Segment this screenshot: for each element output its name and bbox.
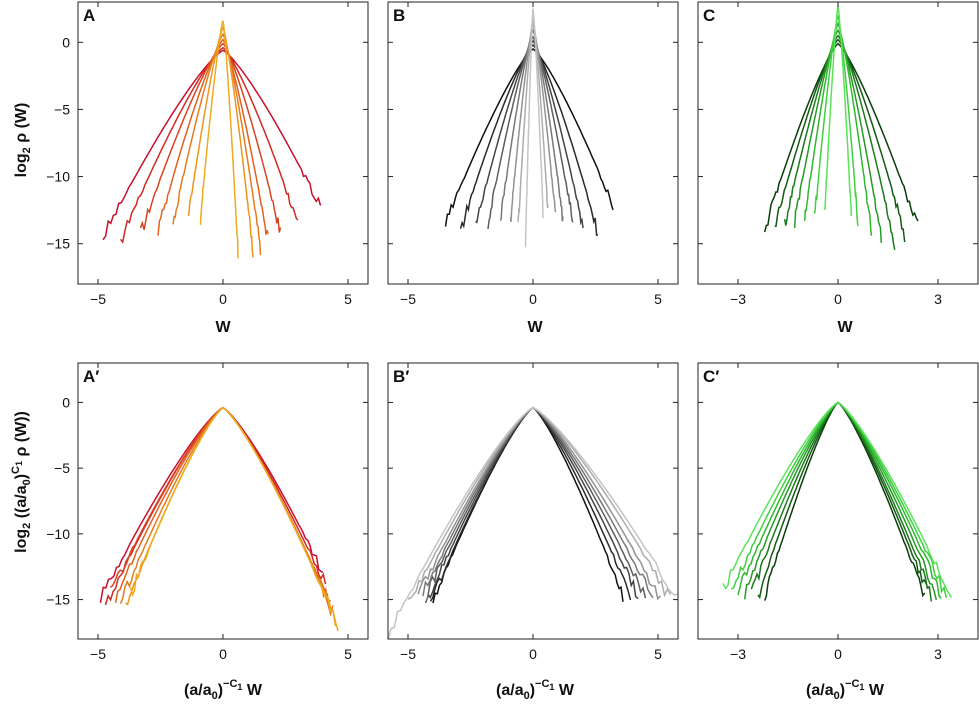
y-tick-label: −15 [46, 592, 70, 608]
series-line-3 [475, 39, 584, 229]
top-y-axis-label: log2 ρ (W) [13, 103, 33, 178]
y-tick-label: −10 [46, 169, 70, 185]
series-line-3 [109, 406, 329, 596]
y-tick-label: −5 [54, 101, 70, 117]
x-tick-label: 0 [834, 291, 842, 307]
x-tick-label: −5 [90, 291, 106, 307]
x-tick-label: −5 [90, 646, 106, 662]
series-line-2 [119, 46, 299, 244]
series-line-6 [417, 406, 662, 601]
x-tick-label: 0 [529, 646, 537, 662]
series-line-5 [803, 21, 873, 236]
series-line-4 [793, 28, 883, 243]
x-tick-label: 5 [344, 646, 352, 662]
series-line-7 [722, 401, 952, 598]
panel-label: B′ [393, 367, 409, 386]
panel-a-prime: −5 0 5 0 −5 −10 −15 A′ [46, 362, 369, 662]
curves [102, 20, 322, 259]
series-line-1 [444, 48, 614, 227]
series-line-4 [487, 35, 574, 230]
y-tick-label: −5 [54, 460, 70, 476]
x-axis-label-a: W [215, 319, 231, 336]
panel-a: −5 0 5 0 −5 −10 −15 A [46, 1, 369, 307]
x-axis-label-b-prime: (a/a0)−C1 W [496, 678, 575, 702]
series-line-7 [823, 5, 853, 217]
series-line-8 [388, 406, 678, 639]
panel-label: A′ [83, 367, 99, 386]
series-line-4 [743, 401, 938, 600]
panel-label: A [83, 6, 95, 25]
x-tick-label: 0 [529, 291, 537, 307]
x-tick-label: 0 [219, 646, 227, 662]
series-line-7 [517, 16, 549, 223]
y-tick-label: 0 [62, 394, 70, 410]
x-tick-label: 5 [344, 291, 352, 307]
y-tick-label: −15 [46, 236, 70, 252]
x-tick-label: 0 [834, 646, 842, 662]
x-tick-label: −5 [400, 291, 416, 307]
series-line-6 [125, 406, 337, 627]
series-line-6 [813, 15, 859, 227]
series-line-7 [199, 20, 239, 259]
series-line-4 [157, 38, 269, 236]
series-line-5 [499, 28, 564, 222]
panel-c: −3 0 3 C [697, 1, 979, 307]
plot-frame [387, 362, 679, 640]
series-line-6 [187, 25, 254, 258]
series-line-4 [114, 406, 332, 605]
series-line-8 [524, 8, 544, 248]
x-tick-label: −3 [730, 646, 746, 662]
series-line-5 [737, 401, 942, 599]
x-tick-label: 0 [219, 291, 227, 307]
series-line-3 [139, 42, 282, 233]
x-axis-label-c: W [837, 319, 853, 336]
curves [763, 5, 919, 251]
y-tick-label: −10 [46, 526, 70, 542]
bottom-y-axis-label: log2 ((a/a0)C1 ρ (W)) [10, 411, 33, 553]
curves [444, 8, 614, 248]
panel-label: B [393, 6, 405, 25]
panel-b-prime: −5 0 5 B′ [387, 362, 679, 662]
x-axis-label-c-prime: (a/a0)−C1 W [806, 678, 885, 702]
plot-frame [77, 362, 369, 640]
series-line-6 [730, 401, 948, 598]
series-line-2 [459, 43, 599, 236]
x-tick-label: −5 [400, 646, 416, 662]
x-tick-label: 5 [654, 646, 662, 662]
x-axis-label-a-prime: (a/a0)−C1 W [184, 678, 263, 702]
panel-label: C′ [703, 367, 719, 386]
series-line-1 [102, 49, 322, 241]
series-line-1 [763, 42, 919, 233]
x-tick-label: −3 [730, 291, 746, 307]
panel-b: −5 0 5 B [387, 1, 679, 307]
x-tick-label: 3 [934, 646, 942, 662]
panel-label: C [703, 6, 715, 25]
x-tick-label: 5 [654, 291, 662, 307]
panel-c-prime: −3 0 3 C′ [697, 362, 979, 662]
series-line-5 [172, 32, 262, 256]
curves [99, 406, 339, 632]
x-tick-label: 3 [934, 291, 942, 307]
series-line-2 [774, 38, 906, 243]
series-line-6 [509, 20, 557, 222]
series-line-7 [129, 406, 339, 632]
curves [722, 401, 952, 602]
x-axis-label-b: W [527, 319, 543, 336]
y-tick-label: 0 [62, 34, 70, 50]
series-line-3 [783, 34, 896, 251]
curves [388, 406, 678, 639]
